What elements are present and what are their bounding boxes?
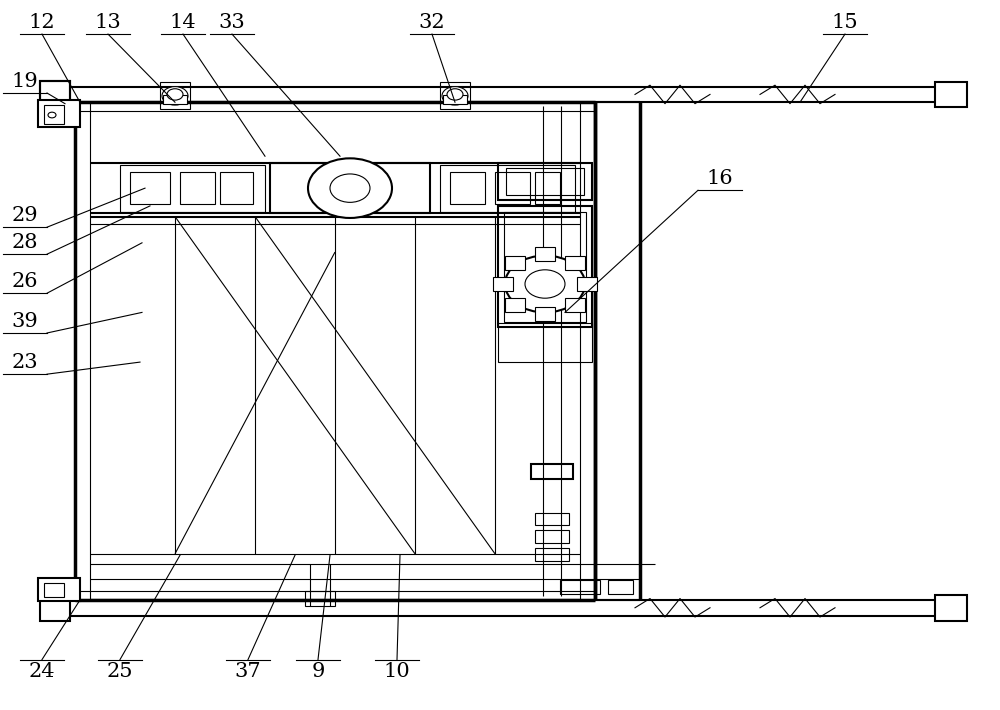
Bar	[40, 594, 70, 621]
Text: 14: 14	[170, 13, 196, 32]
Text: 10: 10	[384, 662, 410, 681]
Text: 13: 13	[95, 13, 121, 32]
Bar	[935, 595, 967, 621]
Bar	[535, 247, 555, 261]
Bar	[120, 165, 265, 212]
Bar	[535, 513, 569, 525]
Text: 37: 37	[235, 662, 261, 681]
Text: 26: 26	[12, 272, 38, 291]
Bar	[535, 307, 555, 321]
Bar	[506, 168, 584, 195]
Bar	[38, 100, 80, 127]
Circle shape	[525, 270, 565, 298]
Bar	[440, 82, 470, 109]
Text: 33: 33	[219, 13, 245, 32]
Text: 12: 12	[29, 13, 55, 32]
Bar	[493, 277, 513, 291]
Text: 23: 23	[12, 353, 38, 372]
Bar	[498, 163, 592, 200]
Text: 32: 32	[419, 13, 445, 32]
Text: 29: 29	[12, 206, 38, 225]
Text: 39: 39	[12, 312, 38, 331]
Circle shape	[167, 89, 183, 100]
Bar	[577, 277, 597, 291]
Bar	[38, 578, 80, 601]
Text: 25: 25	[107, 662, 133, 681]
Bar	[440, 165, 575, 212]
Bar	[270, 163, 430, 213]
Bar	[504, 212, 586, 322]
Bar	[498, 323, 592, 362]
Circle shape	[442, 87, 468, 105]
Bar	[40, 81, 70, 108]
Bar	[505, 298, 525, 312]
Circle shape	[48, 112, 56, 118]
Bar	[180, 172, 215, 204]
Text: 9: 9	[311, 662, 325, 681]
Bar	[935, 82, 967, 107]
Bar	[160, 82, 190, 109]
Circle shape	[330, 174, 370, 202]
Bar	[443, 95, 467, 104]
Text: 28: 28	[12, 233, 38, 252]
Bar	[608, 580, 633, 594]
Text: 15: 15	[832, 13, 858, 32]
Circle shape	[308, 158, 392, 218]
Bar	[560, 580, 600, 594]
Bar	[450, 172, 485, 204]
Bar	[130, 172, 170, 204]
Circle shape	[505, 256, 585, 312]
Bar	[305, 591, 335, 606]
Text: 16: 16	[707, 169, 733, 188]
Circle shape	[162, 87, 188, 105]
Bar	[220, 172, 253, 204]
Bar	[163, 95, 187, 104]
Bar	[44, 105, 64, 124]
Bar	[44, 583, 64, 597]
Bar	[40, 81, 70, 108]
Bar	[535, 530, 569, 543]
Bar	[535, 172, 560, 204]
Text: 24: 24	[29, 662, 55, 681]
Bar	[531, 464, 573, 479]
Bar	[505, 256, 525, 270]
Text: 19: 19	[12, 72, 38, 91]
Bar	[498, 206, 592, 327]
Bar	[565, 256, 585, 270]
Circle shape	[447, 89, 463, 100]
Bar	[565, 298, 585, 312]
Bar	[535, 548, 569, 561]
Bar	[495, 172, 530, 204]
